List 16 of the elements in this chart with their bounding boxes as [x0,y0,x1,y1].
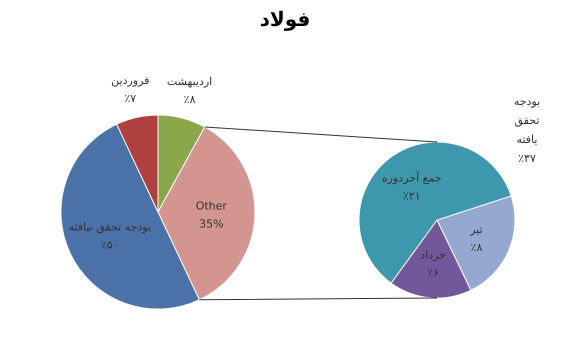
slice-label: فروردین [111,74,150,88]
slice-label: خرداد [420,248,446,262]
slice-label: Other [196,200,228,213]
text: بودجه تحقق یافته ٪۳۷ [514,95,540,165]
data-label: ٪۲۱ [402,189,421,202]
chart-title: فولاد [260,7,310,31]
data-label: ٪۷ [124,92,136,106]
data-label: ٪۸ [184,92,196,106]
data-label: ٪۸ [470,240,482,254]
data-label: ٪۶ [427,266,440,280]
slice-label: اردیبهشت [166,74,212,88]
slice-label: جمع آخردوره [382,170,442,184]
slice-label: بودجه تحقق نیافته [68,220,151,234]
data-label: ٪۵۰ [100,238,119,252]
data-label: 35% [199,218,224,231]
slice-label: تیر [469,222,483,236]
